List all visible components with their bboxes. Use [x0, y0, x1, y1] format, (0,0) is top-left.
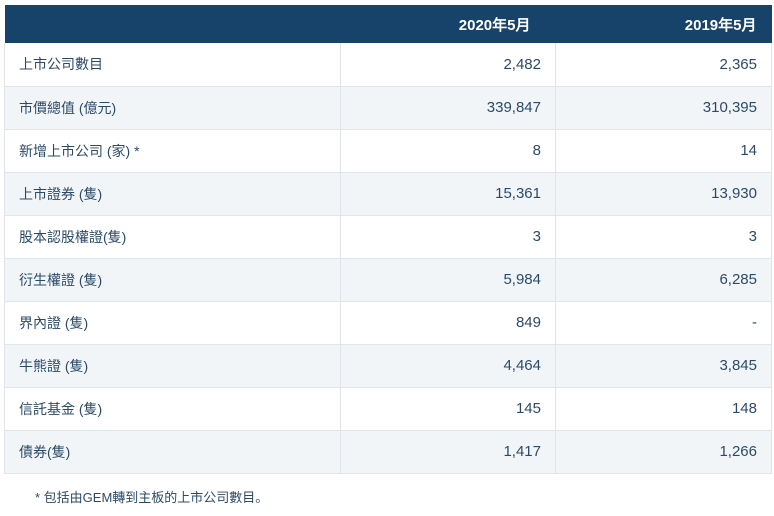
table-row: 信託基金 (隻) 145 148 [4, 387, 772, 431]
row-label: 衍生權證 (隻) [4, 258, 341, 302]
value-2020: 145 [340, 387, 556, 431]
row-label: 股本認股權證(隻) [4, 215, 341, 259]
row-label: 債券(隻) [4, 430, 341, 474]
table-header-row: 2020年5月 2019年5月 [4, 5, 772, 43]
value-2019: 3,845 [555, 344, 772, 388]
header-col-2020: 2020年5月 [340, 5, 556, 43]
table-row: 上市公司數目 2,482 2,365 [4, 43, 772, 87]
row-label: 新增上市公司 (家) * [4, 129, 341, 173]
stats-table: 2020年5月 2019年5月 上市公司數目 2,482 2,365 市價總值 (億元… [4, 5, 772, 474]
table-row: 新增上市公司 (家) * 8 14 [4, 129, 772, 173]
row-label: 市價總值 (億元) [4, 86, 341, 130]
table-row: 債券(隻) 1,417 1,266 [4, 430, 772, 474]
row-label: 信託基金 (隻) [4, 387, 341, 431]
table-row: 牛熊證 (隻) 4,464 3,845 [4, 344, 772, 388]
value-2019: 2,365 [555, 43, 772, 87]
value-2019: 148 [555, 387, 772, 431]
row-label: 牛熊證 (隻) [4, 344, 341, 388]
value-2019: 310,395 [555, 86, 772, 130]
footnote: * 包括由GEM轉到主板的上市公司數目。 [35, 489, 269, 505]
table-row: 市價總值 (億元) 339,847 310,395 [4, 86, 772, 130]
value-2019: 6,285 [555, 258, 772, 302]
value-2020: 849 [340, 301, 556, 345]
header-col-2019: 2019年5月 [555, 5, 772, 43]
value-2020: 339,847 [340, 86, 556, 130]
value-2019: 3 [555, 215, 772, 259]
row-label: 界內證 (隻) [4, 301, 341, 345]
table-row: 衍生權證 (隻) 5,984 6,285 [4, 258, 772, 302]
table-row: 界內證 (隻) 849- [4, 301, 772, 345]
table-row: 股本認股權證(隻) 3 3 [4, 215, 772, 259]
listing-statistics-table-container: 2020年5月 2019年5月 上市公司數目 2,482 2,365 市價總值 (億元… [4, 5, 772, 506]
row-label: 上市證券 (隻) [4, 172, 341, 216]
value-2020: 8 [340, 129, 556, 173]
row-label: 上市公司數目 [4, 43, 341, 87]
value-2020: 1,417 [340, 430, 556, 474]
header-corner-cell [4, 5, 341, 43]
value-2020: 2,482 [340, 43, 556, 87]
value-2020: 5,984 [340, 258, 556, 302]
value-2020: 4,464 [340, 344, 556, 388]
table-body: 上市公司數目 2,482 2,365 市價總值 (億元) 339,847 310,395 新… [4, 43, 772, 474]
value-2020: 15,361 [340, 172, 556, 216]
value-2019: 13,930 [555, 172, 772, 216]
value-2020: 3 [340, 215, 556, 259]
value-2019: 1,266 [555, 430, 772, 474]
value-2019: - [555, 301, 772, 345]
value-2019: 14 [555, 129, 772, 173]
table-row: 上市證券 (隻) 15,361 13,930 [4, 172, 772, 216]
